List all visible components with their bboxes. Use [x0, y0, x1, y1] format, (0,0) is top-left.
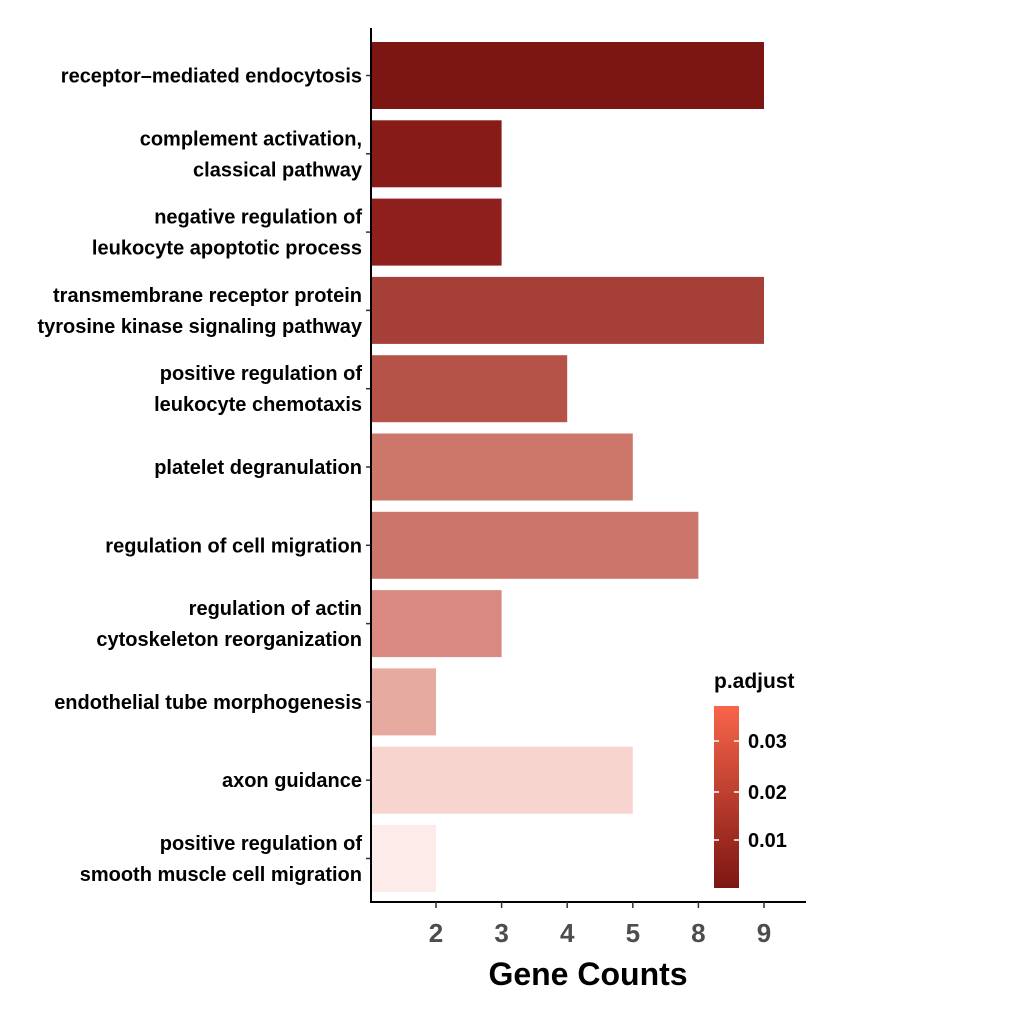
x-tick-label: 3 [494, 918, 508, 948]
category-label-line: transmembrane receptor protein [53, 285, 362, 307]
legend: p.adjust 0.03 0.02 0.01 [714, 670, 795, 888]
category-label-line: axon guidance [222, 770, 362, 792]
bar [372, 198, 502, 266]
category-label: negative regulation of leukocyte apoptoti… [92, 207, 362, 260]
bar [372, 276, 764, 344]
category-label-line: complement activation, [140, 128, 362, 150]
x-ticks: 2 3 4 5 8 9 [429, 902, 771, 948]
category-label: regulation of actin cytoskeleton reorgani… [96, 598, 362, 651]
legend-title: p.adjust [714, 670, 795, 693]
category-label-line: smooth muscle cell migration [80, 864, 362, 886]
category-label-line: regulation of actin [189, 598, 362, 620]
bar [372, 746, 633, 814]
x-tick-label: 2 [429, 918, 443, 948]
x-axis-title: Gene Counts [488, 956, 687, 992]
category-labels: receptor–mediated endocytosis complement … [37, 66, 371, 886]
legend-label: 0.03 [748, 731, 787, 753]
bar [372, 355, 568, 423]
x-tick-label: 5 [626, 918, 640, 948]
category-label: regulation of cell migration [105, 535, 362, 557]
legend-label: 0.02 [748, 782, 787, 804]
category-label-line: leukocyte chemotaxis [154, 394, 362, 416]
legend-label: 0.01 [748, 830, 787, 852]
category-label-line: cytoskeleton reorganization [96, 629, 362, 651]
category-label-line: receptor–mediated endocytosis [61, 66, 362, 88]
category-label-line: regulation of cell migration [105, 535, 362, 557]
category-label: positive regulation of leukocyte chemotax… [154, 363, 362, 416]
bar [372, 590, 502, 658]
category-label-line: positive regulation of [160, 833, 363, 855]
category-label-line: tyrosine kinase signaling pathway [37, 316, 362, 338]
legend-colorbar [714, 706, 739, 888]
category-label: receptor–mediated endocytosis [61, 66, 362, 88]
category-label-line: negative regulation of [154, 207, 362, 229]
x-tick-label: 4 [560, 918, 575, 948]
category-label-line: classical pathway [193, 159, 363, 181]
bar [372, 825, 436, 892]
category-label: endothelial tube morphogenesis [54, 692, 362, 714]
x-tick-label: 9 [757, 918, 771, 948]
bar [372, 668, 436, 736]
bar [372, 511, 699, 579]
category-label: axon guidance [222, 770, 362, 792]
axes [370, 28, 806, 903]
category-label: platelet degranulation [154, 457, 362, 479]
bar [372, 120, 502, 188]
category-label: complement activation, classical pathway [140, 128, 363, 181]
category-label-line: platelet degranulation [154, 457, 362, 479]
bar [372, 42, 764, 109]
category-label-line: leukocyte apoptotic process [92, 238, 362, 260]
bar [372, 433, 633, 501]
category-label: positive regulation of smooth muscle cell… [80, 833, 363, 886]
bars-layer [372, 42, 764, 892]
x-tick-label: 8 [691, 918, 705, 948]
category-label-line: positive regulation of [160, 363, 363, 385]
category-label: transmembrane receptor protein tyrosine k… [37, 285, 362, 338]
legend-ticks: 0.03 0.02 0.01 [714, 731, 787, 852]
category-label-line: endothelial tube morphogenesis [54, 692, 362, 714]
